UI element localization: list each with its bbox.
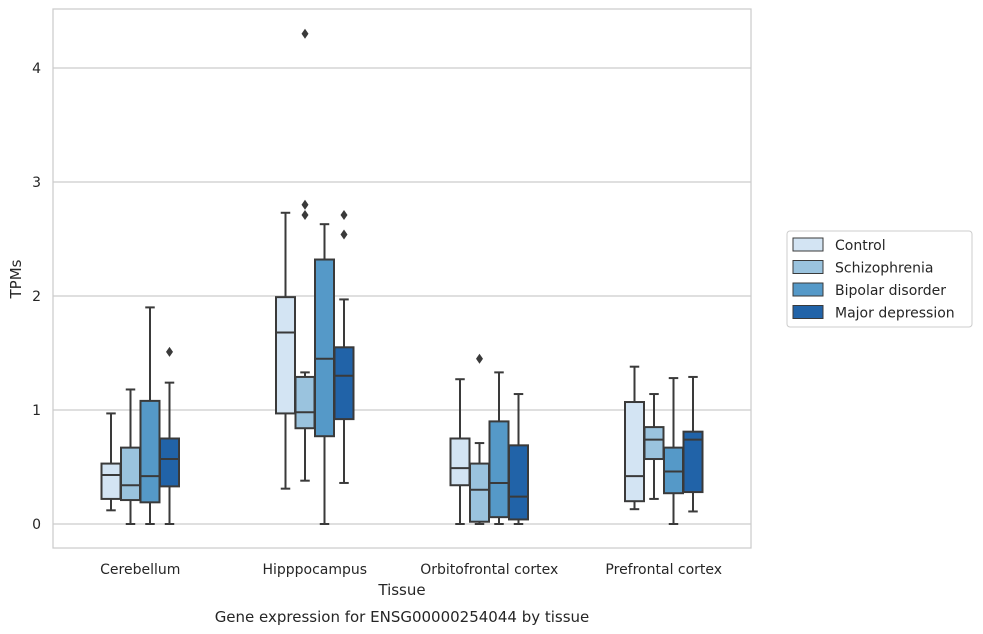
y-tick-label: 0 (32, 517, 41, 533)
outlier-point (301, 28, 309, 39)
legend: Control Schizophrenia Bipolar disorder Majo… (786, 230, 973, 328)
box-iqr (682, 430, 704, 494)
box-iqr (275, 296, 296, 415)
box (100, 412, 122, 512)
box-iqr (159, 437, 180, 488)
y-tick-labels: 0 1 2 3 4 (32, 61, 41, 533)
y-tick-label: 4 (32, 61, 41, 77)
x-tick-label: Orbitofrontal cortex (420, 562, 558, 578)
box (294, 28, 316, 482)
box (469, 353, 490, 525)
legend-label: Major depression (835, 306, 955, 322)
legend-item: Schizophrenia (792, 260, 933, 277)
legend-swatch (792, 237, 824, 252)
box (488, 371, 510, 525)
legend-item: Bipolar disorder (792, 282, 946, 299)
box-iqr (469, 462, 490, 523)
box-iqr (488, 420, 510, 519)
legend-swatch (792, 260, 824, 274)
box (643, 393, 665, 500)
outlier-point (166, 346, 173, 357)
box (663, 377, 684, 525)
box (275, 211, 296, 490)
box-iqr (100, 462, 122, 500)
box (508, 393, 529, 525)
legend-swatch (792, 282, 824, 297)
legend-item: Control (792, 237, 886, 254)
box-iqr (624, 401, 645, 503)
x-tick-label: Hipppocampus (262, 562, 367, 578)
box-iqr (294, 375, 316, 430)
chart-caption: Gene expression for ENSG00000254044 by t… (215, 608, 590, 626)
legend-label: Bipolar disorder (835, 283, 946, 299)
box-iqr (643, 426, 665, 461)
x-tick-label: Cerebellum (100, 562, 180, 578)
box-iqr (508, 444, 529, 521)
y-tick-label: 2 (32, 289, 41, 305)
box-iqr (449, 437, 471, 487)
y-axis-label: TPMs (7, 259, 25, 299)
box-iqr (314, 258, 335, 438)
y-tick-label: 1 (32, 403, 41, 419)
box-groups (100, 28, 704, 525)
outlier-point (301, 199, 309, 210)
outlier-point (301, 210, 309, 221)
box (333, 210, 355, 484)
legend-frame (786, 230, 973, 328)
plot-frame (52, 8, 752, 549)
box-iqr (139, 399, 161, 504)
outlier-point (476, 353, 483, 364)
outlier-point (340, 229, 348, 240)
x-tick-label: Prefrontal cortex (605, 562, 722, 578)
box (139, 306, 161, 525)
legend-item: Major depression (792, 305, 955, 322)
box (449, 378, 471, 525)
legend-label: Schizophrenia (835, 261, 933, 277)
x-axis-label: Tissue (377, 581, 425, 599)
box (682, 375, 704, 513)
outlier-point (340, 210, 348, 221)
x-tick-labels: Cerebellum Hipppocampus Orbitofrontal cort… (100, 562, 722, 578)
y-tick-label: 3 (32, 175, 41, 191)
box (314, 223, 335, 525)
legend-label: Control (835, 238, 886, 254)
box-iqr (333, 346, 355, 421)
box (624, 365, 645, 511)
box-iqr (120, 446, 141, 502)
box (159, 346, 180, 525)
box-iqr (663, 446, 684, 495)
legend-swatch (792, 305, 824, 319)
